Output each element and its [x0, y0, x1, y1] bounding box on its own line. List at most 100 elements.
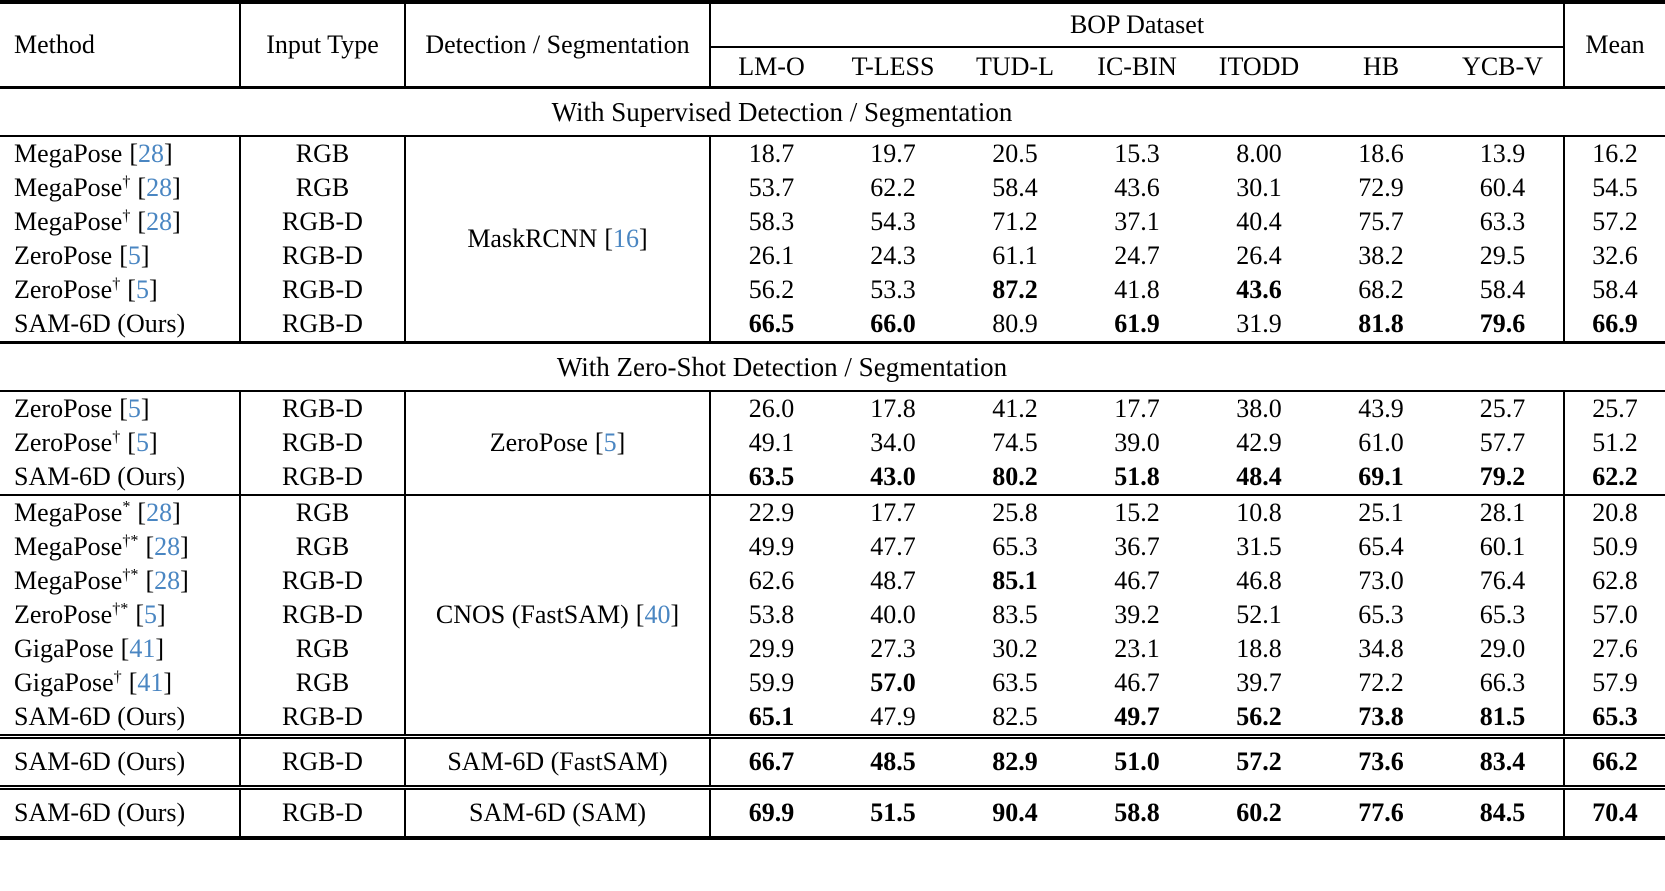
detector-name: MaskRCNN — [467, 224, 598, 253]
score-cell: 75.7 — [1358, 207, 1404, 236]
score-cell: 85.1 — [992, 566, 1038, 595]
method-cell: MegaPose† [28] — [0, 171, 241, 205]
score-cell: 26.0 — [748, 394, 795, 423]
zeroshot-cnos-rows: MegaPose* [28] RGB CNOS (FastSAM) [40] 22.… — [0, 495, 1665, 737]
method-superscript: † — [113, 668, 122, 686]
score-cell: 56.2 — [1236, 702, 1282, 731]
citation-link[interactable]: [5] — [135, 600, 166, 629]
citation-link[interactable]: [28] — [145, 532, 189, 561]
score-cell: 8.00 — [1236, 139, 1282, 168]
score-cell: 40.0 — [870, 600, 916, 629]
score-cell: 18.6 — [1358, 139, 1404, 168]
mean-cell: 51.2 — [1592, 428, 1638, 457]
table-row: MegaPose† [28] RGB-D 58.3 54.3 71.2 37.1 … — [0, 205, 1665, 239]
citation-link[interactable]: [40] — [635, 600, 680, 629]
mean-cell: 65.3 — [1592, 702, 1638, 731]
col-header-itodd: ITODD — [1218, 52, 1300, 81]
score-cell: 49.7 — [1114, 702, 1160, 731]
citation-link[interactable]: [5] — [127, 275, 158, 304]
score-cell: 87.2 — [992, 275, 1038, 304]
mean-cell: 16.2 — [1592, 139, 1638, 168]
input-type-cell: RGB — [240, 530, 406, 564]
score-cell: 25.1 — [1358, 498, 1404, 527]
section-title-row: With Zero-Shot Detection / Segmentation — [0, 343, 1665, 392]
score-cell: 36.7 — [1114, 532, 1160, 561]
score-cell: 58.4 — [992, 173, 1038, 202]
table-row: ZeroPose [5] RGB-D 26.1 24.3 61.1 24.7 26… — [0, 239, 1665, 273]
table-row: SAM-6D (Ours) RGB-D SAM-6D (SAM) 69.9 51… — [0, 787, 1665, 838]
score-cell: 17.8 — [870, 394, 916, 423]
score-cell: 28.1 — [1442, 495, 1566, 530]
citation-link[interactable]: [5] — [119, 241, 150, 270]
citation-link[interactable]: [5] — [127, 428, 158, 457]
score-cell: 66.3 — [1442, 666, 1566, 700]
method-cell: ZeroPose† [5] — [0, 426, 241, 460]
score-cell: 71.2 — [992, 207, 1038, 236]
score-cell: 20.5 — [992, 139, 1038, 168]
citation-link[interactable]: [28] — [137, 498, 181, 527]
score-cell: 17.7 — [870, 498, 916, 527]
method-superscript: † — [122, 173, 131, 191]
citation-link[interactable]: [28] — [137, 173, 181, 202]
citation-link[interactable]: [16] — [604, 224, 648, 253]
input-type-cell: RGB-D — [240, 598, 406, 632]
score-cell: 18.7 — [748, 139, 795, 168]
score-cell: 26.1 — [748, 241, 795, 270]
method-cell: MegaPose* [28] — [0, 495, 241, 530]
score-cell: 57.2 — [1236, 747, 1282, 776]
input-type-cell: RGB-D — [240, 700, 406, 737]
header-row-top: Method Input Type Detection / Segmentati… — [0, 2, 1665, 88]
score-cell: 10.8 — [1236, 498, 1282, 527]
table-row: MegaPose†* [28] RGB 49.9 47.7 65.3 36.7 3… — [0, 530, 1665, 564]
method-cell: MegaPose†* [28] — [0, 530, 241, 564]
score-cell: 63.3 — [1442, 205, 1566, 239]
method-cell: MegaPose†* [28] — [0, 564, 241, 598]
mean-cell: 57.2 — [1592, 207, 1638, 236]
mean-cell: 66.9 — [1592, 309, 1638, 338]
score-cell: 83.4 — [1442, 736, 1566, 788]
table-row: MegaPose† [28] RGB 53.7 62.2 58.4 43.6 30… — [0, 171, 1665, 205]
score-cell: 30.1 — [1236, 173, 1282, 202]
input-type-cell: RGB-D — [240, 787, 406, 838]
score-cell: 15.3 — [1114, 139, 1160, 168]
method-superscript: † — [112, 428, 121, 446]
citation-link[interactable]: [5] — [119, 394, 150, 423]
score-cell: 63.5 — [748, 462, 795, 491]
input-type-cell: RGB — [240, 666, 406, 700]
score-cell: 49.1 — [748, 428, 795, 457]
score-cell: 81.5 — [1442, 700, 1566, 737]
score-cell: 73.6 — [1358, 747, 1404, 776]
score-cell: 29.0 — [1442, 632, 1566, 666]
score-cell: 58.4 — [1442, 273, 1566, 307]
mean-cell: 57.9 — [1592, 668, 1638, 697]
method-name: MegaPose — [14, 207, 123, 236]
score-cell: 34.8 — [1358, 634, 1404, 663]
score-cell: 51.8 — [1114, 462, 1160, 491]
score-cell: 53.3 — [870, 275, 916, 304]
method-name: MegaPose — [14, 532, 123, 561]
input-type-cell: RGB-D — [240, 736, 406, 788]
citation-link[interactable]: [41] — [128, 668, 173, 697]
score-cell: 24.7 — [1114, 241, 1160, 270]
score-cell: 73.0 — [1358, 566, 1404, 595]
score-cell: 62.6 — [748, 566, 795, 595]
score-cell: 27.3 — [870, 634, 916, 663]
score-cell: 84.5 — [1442, 787, 1566, 838]
input-type-cell: RGB — [240, 136, 406, 171]
citation-link[interactable]: [28] — [145, 566, 189, 595]
score-cell: 65.1 — [748, 702, 795, 731]
citation-link[interactable]: [28] — [137, 207, 181, 236]
citation-link[interactable]: [5] — [594, 428, 626, 457]
method-name: ZeroPose — [14, 275, 113, 304]
final-row-fastsam: SAM-6D (Ours) RGB-D SAM-6D (FastSAM) 66.… — [0, 736, 1665, 788]
method-name: SAM-6D (Ours) — [14, 702, 186, 731]
input-type-cell: RGB-D — [240, 564, 406, 598]
input-type-cell: RGB — [240, 495, 406, 530]
score-cell: 34.0 — [870, 428, 916, 457]
citation-link[interactable]: [41] — [120, 634, 165, 663]
method-cell: SAM-6D (Ours) — [0, 700, 241, 737]
score-cell: 58.8 — [1114, 798, 1160, 827]
score-cell: 83.5 — [992, 600, 1038, 629]
score-cell: 69.1 — [1358, 462, 1404, 491]
citation-link[interactable]: [28] — [129, 139, 173, 168]
